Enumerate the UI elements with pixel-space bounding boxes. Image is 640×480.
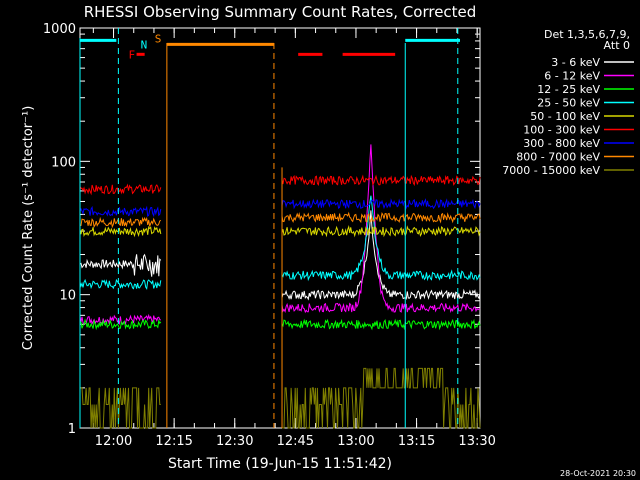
legend-entry-label: 12 - 25 keV [537, 83, 600, 96]
series-line-5 [79, 225, 162, 238]
x-tick-label: 13:00 [337, 434, 374, 449]
legend-entry-label: 6 - 12 keV [544, 70, 600, 83]
legend-entry-label: 7000 - 15000 keV [502, 164, 600, 177]
series-line-3 [281, 318, 481, 331]
y-tick-label: 10 [59, 289, 76, 304]
series-line-8 [281, 211, 481, 224]
series-line-2 [281, 144, 481, 314]
legend-entry-label: 100 - 300 keV [523, 124, 600, 137]
series-line-3 [79, 318, 162, 331]
series-line-7 [281, 198, 481, 210]
flare-flag-letter: F [128, 48, 135, 61]
series-line-9 [80, 387, 161, 429]
x-tick-label: 12:45 [277, 434, 314, 449]
x-tick-label: 13:15 [398, 434, 435, 449]
x-axis-label: Start Time (19-Jun-15 11:51:42) [168, 456, 392, 472]
y-axis-label: Corrected Count Rate (s⁻¹ detector⁻¹) [21, 106, 36, 351]
x-tick-label: 12:15 [155, 434, 192, 449]
y-tick-label: 100 [51, 155, 76, 170]
series-line-2 [79, 313, 162, 326]
series-line-6 [281, 174, 481, 187]
night-flag-letter: N [141, 38, 148, 51]
legend-header: Att 0 [604, 39, 630, 52]
series-line-9 [282, 367, 481, 429]
series-line-5 [281, 225, 481, 238]
series-line-1 [281, 210, 481, 301]
legend-entry-label: 300 - 800 keV [523, 137, 600, 150]
series-line-1 [79, 253, 162, 277]
series-line-7 [79, 205, 162, 218]
series-line-4 [79, 278, 162, 290]
plot-area: 1 10 100 1000 12:00 12:15 12:30 12:45 13:00 13:15… [43, 22, 496, 449]
series-line-6 [79, 183, 162, 196]
series-line-4 [281, 195, 481, 282]
legend-entry-label: 800 - 7000 keV [516, 151, 600, 164]
legend-header: Det 1,3,5,6,7,9, [544, 28, 630, 41]
x-tick-label: 13:30 [458, 434, 495, 449]
chart-title: RHESSI Observing Summary Count Rates, Co… [84, 3, 477, 21]
date-stamp: 28-Oct-2021 20:30 [560, 469, 636, 478]
x-tick-label: 12:00 [95, 434, 132, 449]
legend-entry-label: 25 - 50 keV [537, 97, 600, 110]
y-tick-label: 1000 [43, 22, 76, 37]
legend-entry-label: 3 - 6 keV [551, 56, 600, 69]
series-line-8 [79, 216, 162, 229]
y-tick-label: 1 [68, 422, 76, 437]
legend-entry-label: 50 - 100 keV [530, 110, 600, 123]
x-tick-label: 12:30 [216, 434, 253, 449]
saa-flag-letter: S [155, 32, 162, 45]
